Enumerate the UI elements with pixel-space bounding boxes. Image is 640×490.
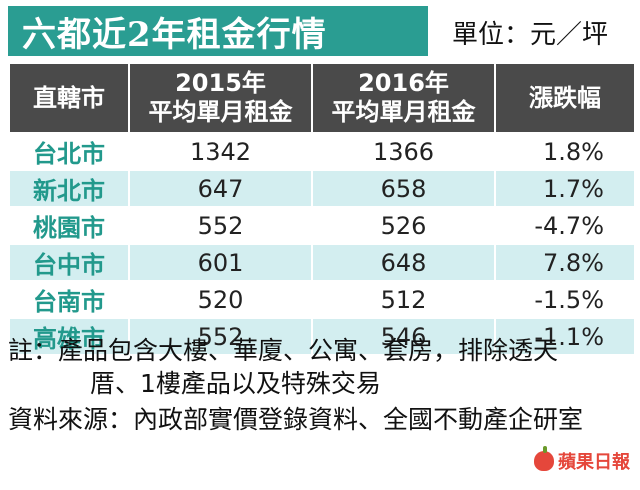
table-row: 桃園市 552 526 -4.7% [8,206,636,245]
change-cell: -1.1% [494,317,636,356]
change-cell: 1.7% [494,169,636,208]
rent-2015-cell: 1342 [128,132,313,171]
city-cell: 台中市 [8,243,130,282]
title-bar: 六都近2年租金行情 單位：元／坪 [0,0,640,60]
rent-2016-cell: 1366 [311,132,496,171]
table-row: 台中市 601 648 7.8% [8,243,636,282]
table-header-row: 直轄市 2015年 平均單月租金 2016年 平均單月租金 漲跌幅 [8,62,636,134]
column-header-change: 漲跌幅 [494,62,636,134]
city-cell: 高雄市 [8,317,130,356]
rent-2015-cell: 552 [128,317,313,356]
table-row: 台北市 1342 1366 1.8% [8,132,636,171]
column-header-label: 2015年 [175,69,266,97]
column-header-label: 2016年 [358,69,449,97]
city-cell: 新北市 [8,169,130,208]
change-cell: -4.7% [494,206,636,245]
footnote-line-1: 註：產品包含大樓、華廈、公寓、套房，排除透天 [8,336,559,365]
rent-2015-cell: 520 [128,280,313,319]
city-cell: 桃園市 [8,206,130,245]
brand-name: 蘋果日報 [558,452,630,473]
rent-table: 直轄市 2015年 平均單月租金 2016年 平均單月租金 漲跌幅 台北市 13… [8,62,636,356]
column-header-city: 直轄市 [8,62,130,134]
rent-2016-cell: 526 [311,206,496,245]
rent-2016-cell: 658 [311,169,496,208]
table-row: 台南市 520 512 -1.5% [8,280,636,319]
city-cell: 台南市 [8,280,130,319]
city-cell: 台北市 [8,132,130,171]
brand-logo: 蘋果日報 [534,446,630,474]
change-cell: 7.8% [494,243,636,282]
column-header-sublabel: 平均單月租金 [148,98,293,126]
title-box: 六都近2年租金行情 [8,6,428,56]
rent-2015-cell: 552 [128,206,313,245]
column-header-2016: 2016年 平均單月租金 [311,62,496,134]
footnote: 註：產品包含大樓、華廈、公寓、套房，排除透天 厝、1樓產品以及特殊交易 [8,334,634,400]
data-source: 資料來源：內政部實價登錄資料、全國不動產企研室 [8,405,584,434]
rent-2016-cell: 546 [311,317,496,356]
footnote-line-2: 厝、1樓產品以及特殊交易 [90,369,381,398]
unit-label: 單位：元／坪 [452,20,609,50]
chart-title: 六都近2年租金行情 [22,14,327,55]
column-header-sublabel: 平均單月租金 [331,98,476,126]
table-row: 高雄市 552 546 -1.1% [8,317,636,356]
table-row: 新北市 647 658 1.7% [8,169,636,208]
change-cell: 1.8% [494,132,636,171]
column-header-label: 直轄市 [33,83,105,112]
change-cell: -1.5% [494,280,636,319]
column-header-2015: 2015年 平均單月租金 [128,62,313,134]
rent-2016-cell: 512 [311,280,496,319]
rent-2015-cell: 647 [128,169,313,208]
column-header-label: 漲跌幅 [529,83,601,112]
rent-2015-cell: 601 [128,243,313,282]
rent-2016-cell: 648 [311,243,496,282]
apple-icon [534,446,554,471]
